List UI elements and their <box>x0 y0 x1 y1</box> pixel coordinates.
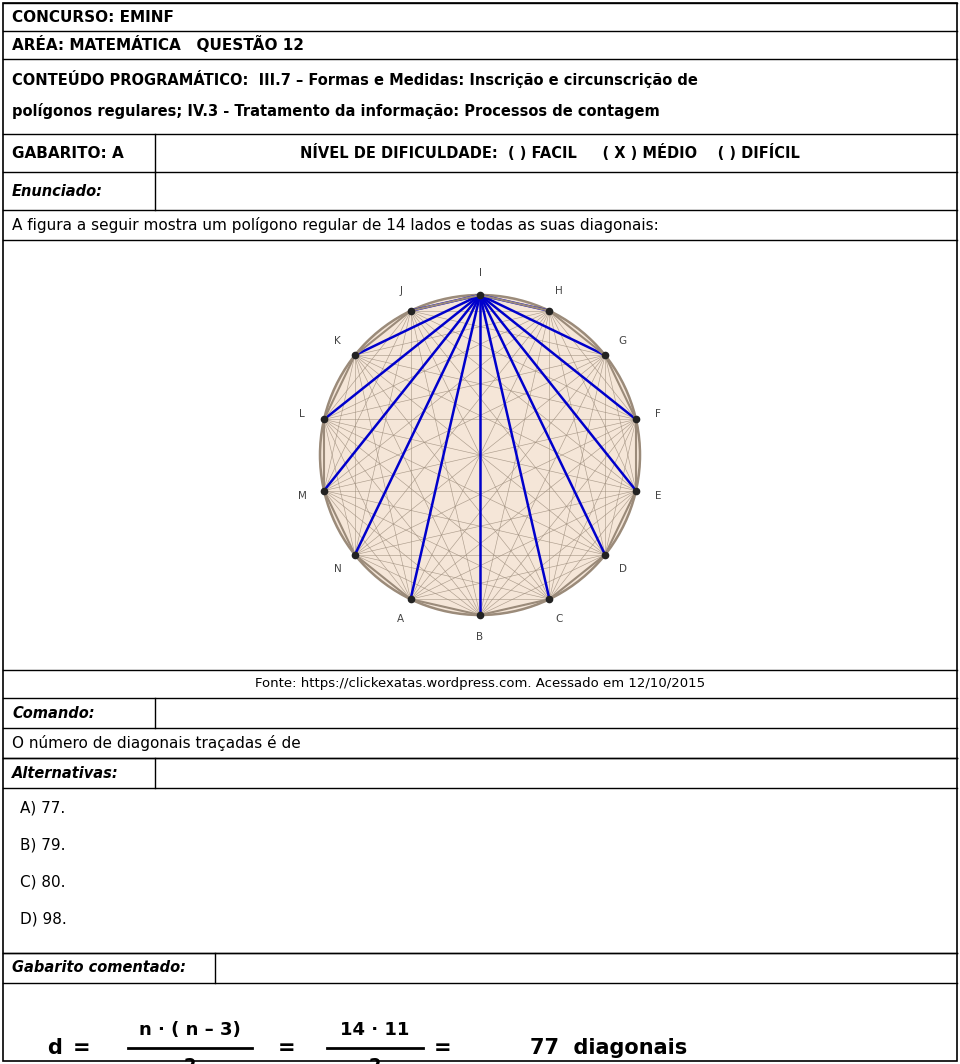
Text: 77  diagonais: 77 diagonais <box>530 1038 687 1058</box>
Text: Alternativas:: Alternativas: <box>12 765 119 781</box>
Text: =: = <box>73 1038 91 1058</box>
Text: NÍVEL DE DIFICULDADE:  ( ) FACIL     ( X ) MÉDIO    ( ) DIFÍCIL: NÍVEL DE DIFICULDADE: ( ) FACIL ( X ) MÉ… <box>300 145 800 162</box>
Text: I: I <box>478 268 482 278</box>
Text: =: = <box>278 1038 296 1058</box>
Text: polígonos regulares; IV.3 - Tratamento da informação: Processos de contagem: polígonos regulares; IV.3 - Tratamento d… <box>12 103 660 119</box>
Text: J: J <box>399 285 402 296</box>
Text: B: B <box>476 632 484 643</box>
Text: L: L <box>300 410 305 419</box>
Text: d: d <box>48 1038 62 1058</box>
Text: E: E <box>655 491 661 500</box>
Text: O número de diagonais traçadas é de: O número de diagonais traçadas é de <box>12 735 300 751</box>
Text: M: M <box>298 491 306 500</box>
Text: ARÉA: MATEMÁTICA   QUESTÃO 12: ARÉA: MATEMÁTICA QUESTÃO 12 <box>12 36 304 53</box>
Text: =: = <box>434 1038 452 1058</box>
Text: C) 80.: C) 80. <box>20 875 65 890</box>
Text: n · ( n – 3): n · ( n – 3) <box>139 1021 241 1040</box>
Text: B) 79.: B) 79. <box>20 837 65 852</box>
Text: A figura a seguir mostra um polígono regular de 14 lados e todas as suas diagona: A figura a seguir mostra um polígono reg… <box>12 217 659 233</box>
Text: G: G <box>618 336 627 346</box>
Text: A) 77.: A) 77. <box>20 800 65 815</box>
Text: F: F <box>655 410 660 419</box>
Text: H: H <box>555 285 563 296</box>
Text: K: K <box>334 336 341 346</box>
Text: CONTEÚDO PROGRAMÁTICO:  III.7 – Formas e Medidas: Inscrição e circunscrição de: CONTEÚDO PROGRAMÁTICO: III.7 – Formas e … <box>12 70 698 88</box>
Text: N: N <box>333 564 341 573</box>
Text: A: A <box>397 614 404 625</box>
Circle shape <box>320 295 640 615</box>
Text: Fonte: https://clickexatas.wordpress.com. Acessado em 12/10/2015: Fonte: https://clickexatas.wordpress.com… <box>255 678 705 691</box>
Text: GABARITO: A: GABARITO: A <box>12 146 124 161</box>
Text: D: D <box>618 564 627 573</box>
Text: 2: 2 <box>369 1057 381 1064</box>
Text: Enunciado:: Enunciado: <box>12 183 103 199</box>
Text: C: C <box>556 614 563 625</box>
Text: Gabarito comentado:: Gabarito comentado: <box>12 961 186 976</box>
Text: 2: 2 <box>183 1057 196 1064</box>
Text: CONCURSO: EMINF: CONCURSO: EMINF <box>12 10 174 24</box>
Text: D) 98.: D) 98. <box>20 912 67 927</box>
Text: Comando:: Comando: <box>12 705 95 720</box>
Text: 14 · 11: 14 · 11 <box>340 1021 410 1040</box>
